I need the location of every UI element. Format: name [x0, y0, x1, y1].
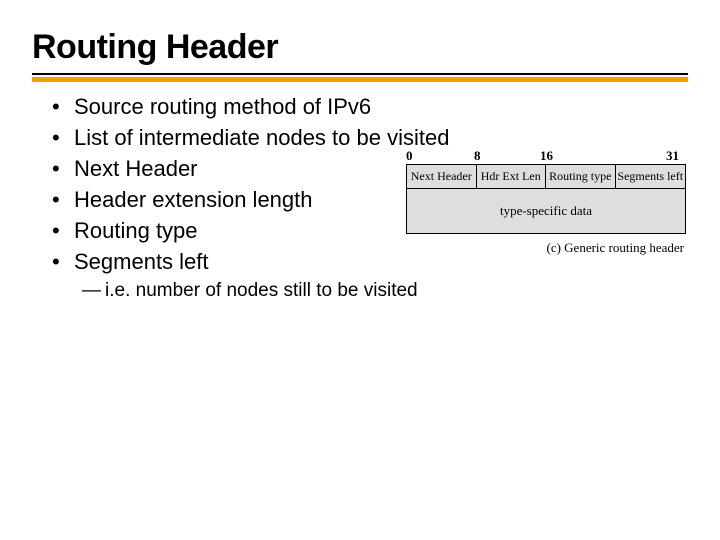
header-row-data: type-specific data: [407, 189, 685, 233]
sub-line-text: i.e. number of nodes still to be visited: [105, 280, 418, 301]
field-cell: Segments left: [616, 165, 686, 188]
bit-label: 31: [666, 148, 679, 164]
title-block: Routing Header: [32, 28, 688, 82]
bit-label: 8: [474, 148, 481, 164]
header-box: Next Header Hdr Ext Len Routing type Seg…: [406, 164, 686, 234]
header-row-fields: Next Header Hdr Ext Len Routing type Seg…: [407, 165, 685, 189]
bit-label: 16: [540, 148, 553, 164]
bit-label: 0: [406, 148, 413, 164]
dash-icon: —: [82, 280, 101, 301]
field-cell: Hdr Ext Len: [477, 165, 547, 188]
diagram-caption: (c) Generic routing header: [406, 240, 686, 256]
sub-line: —i.e. number of nodes still to be visite…: [32, 280, 688, 302]
rule-thin: [32, 73, 688, 75]
field-cell: Routing type: [546, 165, 616, 188]
slide: Routing Header Source routing method of …: [0, 0, 720, 540]
list-item: Source routing method of IPv6: [52, 92, 688, 121]
slide-title: Routing Header: [32, 28, 688, 67]
rule-thick: [32, 77, 688, 82]
header-diagram: 0 8 16 31 Next Header Hdr Ext Len Routin…: [406, 148, 686, 256]
bit-labels: 0 8 16 31: [406, 148, 686, 164]
field-cell: Next Header: [407, 165, 477, 188]
title-rule: [32, 73, 688, 82]
